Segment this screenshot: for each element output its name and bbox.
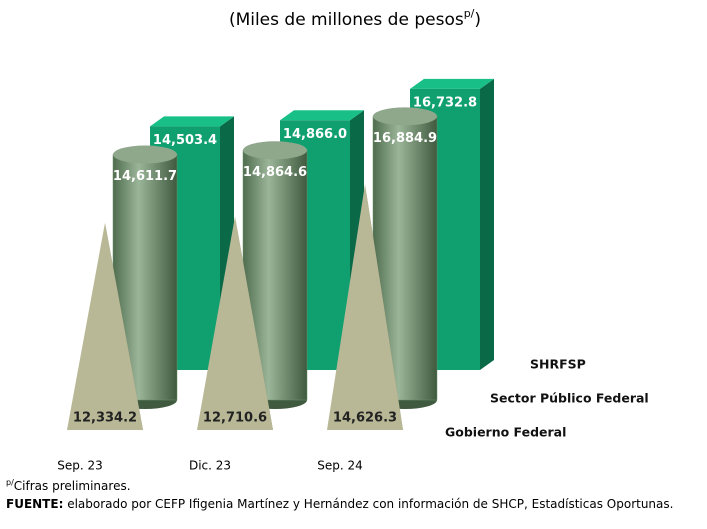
note: p/Cifras preliminares. <box>6 478 131 493</box>
value-label: 16,884.9 <box>373 131 437 146</box>
cylinder-top <box>243 141 307 160</box>
bar-top <box>150 116 234 127</box>
value-label: 14,611.7 <box>113 169 177 184</box>
x-tick-label: Sep. 24 <box>317 459 363 473</box>
value-label: 14,626.3 <box>333 411 397 426</box>
x-tick-label: Dic. 23 <box>189 459 231 473</box>
value-label: 12,334.2 <box>73 411 137 426</box>
value-label: 16,732.8 <box>413 95 477 110</box>
legend-label: Sector Público Federal <box>490 391 649 406</box>
chart-title: (Miles de millones de pesosp/) <box>229 7 481 30</box>
pyramid <box>67 222 143 430</box>
x-tick-label: Sep. 23 <box>57 459 103 473</box>
bar-top <box>280 110 364 121</box>
source: FUENTE: elaborado por CEFP Ifigenia Mart… <box>6 497 673 511</box>
cylinder-top <box>373 107 437 126</box>
pyramid <box>197 216 273 430</box>
value-label: 14,866.0 <box>283 127 347 142</box>
value-label: 14,503.4 <box>153 133 217 148</box>
legend-label: Gobierno Federal <box>445 425 566 440</box>
value-label: 12,710.6 <box>203 411 267 426</box>
pyramid <box>327 184 403 430</box>
bar-side <box>480 78 494 370</box>
bar-top <box>410 78 494 89</box>
cylinder-top <box>113 145 177 164</box>
legend-label: SHRFSP <box>530 357 586 372</box>
value-label: 14,864.6 <box>243 165 307 180</box>
